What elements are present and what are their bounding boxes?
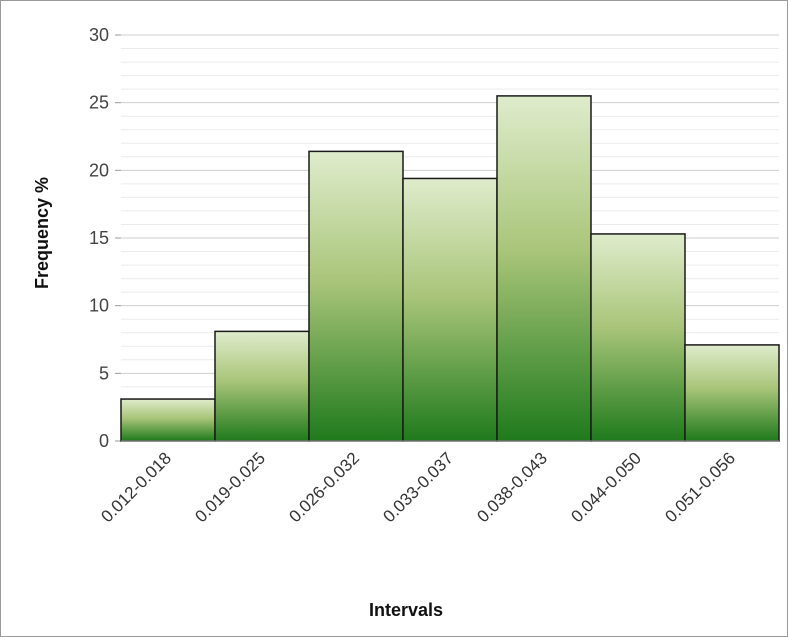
y-tick-labels: 0 5 10 15 20 25 30 (89, 25, 109, 451)
x-tick-label: 0.038-0.043 (473, 449, 551, 527)
bar-0.038-0.043 (496, 95, 592, 442)
x-tick-label: 0.026-0.032 (285, 449, 363, 527)
y-tick-label: 10 (89, 296, 109, 316)
x-tick-labels: 0.012-0.018 0.019-0.025 0.026-0.032 0.033-0… (97, 449, 739, 527)
y-tick-label: 25 (89, 93, 109, 113)
bar-0.051-0.056 (684, 344, 780, 442)
y-axis-title: Frequency % (32, 177, 52, 289)
bar-0.033-0.037 (402, 177, 498, 442)
bars (120, 95, 780, 442)
bar-0.044-0.050 (590, 233, 686, 442)
x-tick-label: 0.012-0.018 (97, 449, 175, 527)
y-tick-label: 0 (99, 431, 109, 451)
bar-0.019-0.025 (214, 330, 310, 442)
y-tick-label: 30 (89, 25, 109, 45)
y-tick-label: 20 (89, 160, 109, 180)
x-tick-label: 0.019-0.025 (191, 449, 269, 527)
x-tick-label: 0.033-0.037 (379, 449, 457, 527)
x-axis-title: Intervals (369, 600, 443, 620)
x-tick-label: 0.051-0.056 (661, 449, 739, 527)
bar-0.012-0.018 (120, 398, 216, 442)
x-tick-label: 0.044-0.050 (567, 449, 645, 527)
y-tick-label: 15 (89, 228, 109, 248)
y-tick-label: 5 (99, 363, 109, 383)
bar-0.026-0.032 (308, 150, 404, 442)
